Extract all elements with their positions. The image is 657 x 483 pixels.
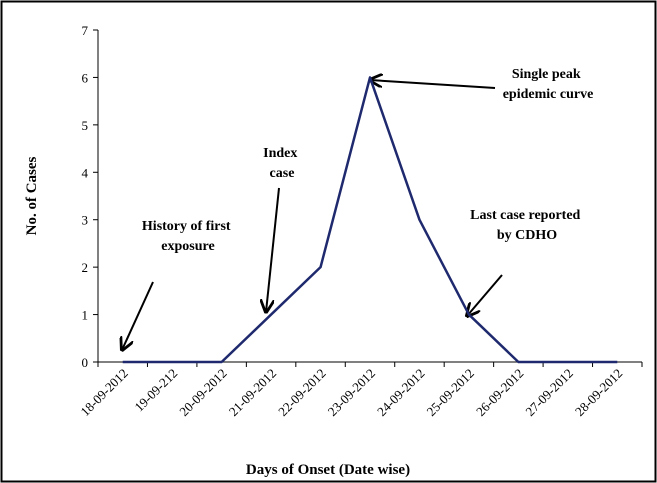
x-axis-title: Days of Onset (Date wise) (246, 462, 410, 478)
annotation-line: Single peak (512, 67, 581, 82)
x-tick-label: 22-09-2012 (275, 366, 329, 420)
annotation-line: epidemic curve (503, 87, 594, 102)
annotation-line: Last case reported (470, 208, 580, 223)
annotation-line: case (270, 166, 295, 181)
annotation: Single peak epidemic curve (503, 67, 594, 102)
x-tick-label: 25-09-2012 (424, 366, 478, 420)
series-line (122, 76, 618, 364)
x-tick-label: 26-09-2012 (473, 366, 527, 420)
arrow (370, 80, 496, 89)
annotation: Last case reported by CDHO (470, 208, 584, 243)
x-tick-label: 28-09-2012 (572, 366, 626, 420)
arrow (266, 187, 280, 312)
y-axis-title: No. of Cases (24, 156, 40, 235)
annotation-line: by CDHO (497, 228, 557, 243)
y-tick-label: 1 (82, 308, 89, 323)
y-tick-label: 2 (82, 260, 89, 275)
y-tick-label: 6 (82, 70, 89, 85)
annotation: History of first exposure (142, 219, 234, 254)
annotation-line: exposure (161, 239, 214, 254)
y-tick-label: 3 (82, 213, 89, 228)
y-tick-label: 7 (82, 23, 89, 38)
arrow (122, 281, 154, 350)
y-tick-label: 5 (82, 118, 89, 133)
annotation-line: History of first (142, 219, 231, 234)
y-tick-label: 0 (82, 355, 89, 370)
y-tick-label: 4 (82, 165, 89, 180)
arrow (467, 274, 503, 316)
x-tick-label: 19-09-212 (131, 366, 180, 415)
x-tick-label: 21-09-2012 (226, 366, 280, 420)
x-tick-label: 23-09-2012 (325, 366, 379, 420)
x-tick-label: 24-09-2012 (374, 366, 428, 420)
annotation: Index case (263, 146, 301, 181)
annotation-line: Index (263, 146, 297, 161)
x-tick-label: 20-09-2012 (176, 366, 230, 420)
x-tick-label: 27-09-2012 (522, 366, 576, 420)
x-tick-label: 18-09-2012 (77, 366, 131, 420)
